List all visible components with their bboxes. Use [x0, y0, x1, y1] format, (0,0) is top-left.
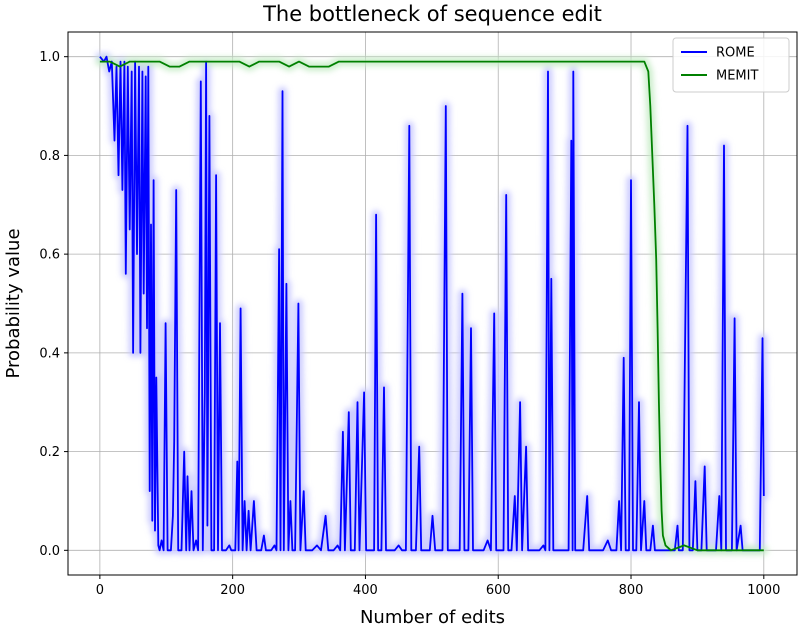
series-line-rome — [99, 55, 765, 552]
plot-frame — [67, 31, 798, 576]
x-axis-title: Number of edits — [360, 607, 505, 628]
y-axis-title: Probability value — [3, 228, 24, 378]
x-tick-label: 600 — [486, 583, 511, 598]
x-tick-label: 0 — [96, 583, 104, 598]
y-tick-label: 0.8 — [39, 149, 60, 164]
x-tick-label: 1000 — [747, 583, 780, 598]
legend-label-memit: MEMIT — [716, 69, 758, 84]
series-line-memit — [99, 60, 764, 552]
y-tick-label: 0.6 — [39, 248, 60, 263]
y-tick-label: 0.0 — [39, 544, 60, 559]
series-lines — [99, 55, 765, 552]
legend: ROME MEMIT — [672, 37, 790, 93]
x-tick-label: 200 — [220, 583, 245, 598]
legend-label-rome: ROME — [716, 46, 755, 61]
y-tick-label: 0.2 — [39, 445, 60, 460]
y-tick-label: 1.0 — [39, 50, 60, 65]
ticks: 0 200 400 600 800 1000 0.0 0.2 0.4 0.6 0.8 1.0 — [39, 50, 780, 598]
chart-title: The bottleneck of sequence edit — [262, 2, 602, 26]
y-tick-label: 0.4 — [39, 346, 60, 361]
x-tick-label: 400 — [353, 583, 378, 598]
x-tick-label: 800 — [619, 583, 644, 598]
